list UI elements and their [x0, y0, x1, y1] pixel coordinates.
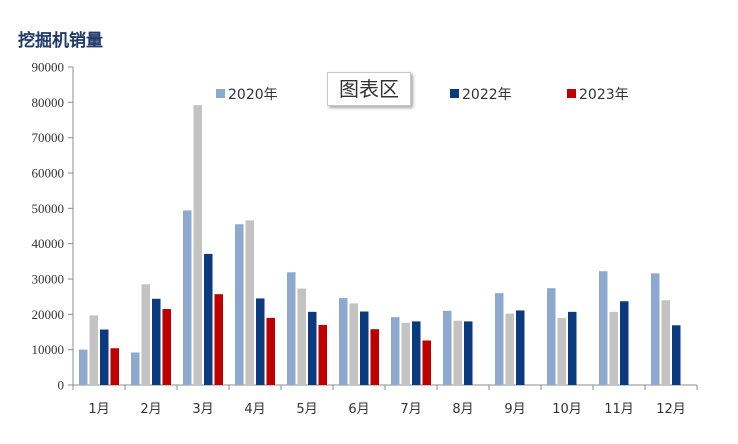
legend-swatch	[567, 89, 576, 98]
x-tick-label: 10月	[552, 402, 582, 417]
bar	[401, 322, 410, 385]
bar	[245, 220, 254, 385]
y-tick-label: 30000	[32, 272, 65, 287]
bar	[89, 315, 98, 385]
y-tick-label: 60000	[32, 166, 65, 181]
bar	[141, 284, 150, 385]
y-tick-label: 90000	[32, 60, 65, 75]
x-tick-label: 11月	[604, 402, 634, 417]
bar	[422, 340, 431, 385]
bar	[391, 317, 400, 385]
bar	[266, 317, 275, 385]
y-tick-label: 40000	[32, 236, 65, 251]
bar	[162, 309, 171, 385]
bar	[256, 298, 265, 385]
y-tick-label: 50000	[32, 201, 65, 216]
legend-label: 2022年	[462, 87, 512, 103]
y-tick-label: 70000	[32, 130, 65, 145]
x-tick-label: 3月	[192, 402, 213, 417]
bar	[360, 311, 369, 385]
bar	[505, 313, 514, 385]
legend-label: 2020年	[228, 87, 278, 103]
bar	[516, 310, 525, 385]
x-tick-label: 1月	[88, 402, 109, 417]
legend-label: 2023年	[579, 87, 629, 103]
y-tick-label: 0	[58, 378, 65, 393]
bar	[568, 311, 577, 385]
bar	[131, 352, 140, 385]
y-tick-label: 80000	[32, 95, 65, 110]
x-tick-label: 9月	[504, 402, 525, 417]
x-axis: 1月 2月 3月 4月 5月 6月 7月 8月 9月 10月 11月 12月	[72, 384, 698, 417]
bar	[214, 294, 223, 385]
bar	[349, 303, 358, 385]
bar	[557, 317, 566, 385]
x-tick-label: 4月	[244, 402, 265, 417]
bar	[110, 348, 119, 385]
bar	[235, 224, 244, 385]
bar	[79, 349, 88, 385]
bar	[620, 301, 629, 385]
bar	[609, 311, 618, 385]
bar	[599, 271, 608, 385]
bar	[495, 293, 504, 385]
bar	[651, 273, 660, 385]
bar	[193, 105, 202, 385]
plot-area-label: 图表区	[327, 72, 411, 106]
bar	[672, 325, 681, 385]
x-tick-label: 12月	[656, 402, 686, 417]
bar	[297, 288, 306, 385]
x-tick-label: 2月	[140, 402, 161, 417]
chart-title: 挖掘机销量	[18, 31, 103, 51]
bar	[661, 300, 670, 385]
bar	[443, 310, 452, 385]
x-tick-label: 6月	[348, 402, 369, 417]
bar	[464, 321, 473, 385]
bar	[370, 329, 379, 385]
bar	[453, 320, 462, 385]
bar	[412, 321, 421, 385]
bar	[100, 329, 109, 385]
y-tick-label: 10000	[32, 342, 65, 357]
bars	[79, 105, 681, 385]
bar	[204, 253, 213, 385]
bar	[152, 298, 161, 385]
bar	[287, 272, 296, 385]
y-tick-label: 20000	[32, 307, 65, 322]
bar	[339, 298, 348, 385]
legend-swatch	[216, 89, 225, 98]
bar	[547, 288, 556, 385]
legend-swatch	[450, 89, 459, 98]
x-tick-label: 8月	[452, 402, 473, 417]
x-tick-label: 5月	[296, 402, 317, 417]
x-tick-label: 7月	[400, 402, 421, 417]
bar	[308, 311, 317, 385]
bar	[183, 210, 192, 385]
bar	[318, 324, 327, 385]
legend: 2020年 2022年 2023年	[216, 87, 629, 103]
y-axis: 0 10000 20000 30000 40000 50000 60000 70000 8000…	[32, 60, 74, 393]
